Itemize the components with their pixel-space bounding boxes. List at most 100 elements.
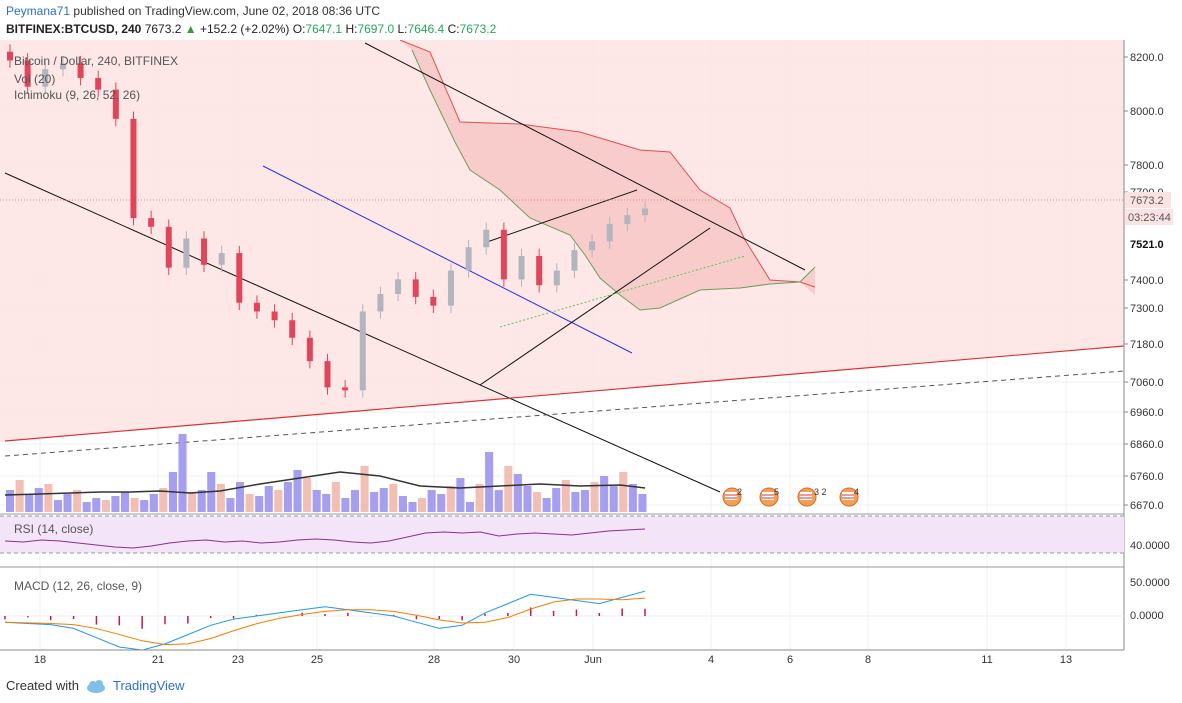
- volume-bar: [379, 488, 388, 512]
- ichimoku-price-badge: [1125, 237, 1167, 252]
- candle-body: [130, 118, 137, 219]
- event-flag-icon[interactable]: 2: [722, 487, 742, 507]
- price-tick-label: 7180.0: [1130, 339, 1164, 351]
- price-tick-label: 6860.0: [1130, 439, 1164, 451]
- volume-bar: [446, 486, 455, 512]
- blue-trend-line: [262, 165, 633, 354]
- candle-body: [553, 270, 560, 286]
- time-tick-label: 25: [311, 654, 323, 666]
- candle-body: [165, 226, 172, 268]
- volume-bar: [264, 486, 273, 512]
- ichimoku-legend[interactable]: Ichimoku (9, 26, 52, 26): [14, 88, 141, 102]
- ohlc-bar: BITFINEX:BTCUSD, 240 7673.2 ▲ +152.2 (+2…: [6, 22, 496, 36]
- volume-bar: [235, 482, 245, 512]
- candle-body: [589, 241, 596, 251]
- rsi-axis-tick: 40.0000: [1130, 540, 1170, 552]
- close-label: C:: [447, 22, 460, 36]
- event-count: 2: [737, 487, 742, 497]
- economic-events[interactable]: 2 5 3 2 4: [722, 487, 859, 507]
- cloud-edge-red: [399, 40, 816, 288]
- up-arrow-icon: ▲: [184, 22, 197, 36]
- volume-bar: [15, 480, 24, 512]
- volume-legend[interactable]: Vol (20): [14, 72, 56, 86]
- price-axis[interactable]: 8200.08000.07800.07700.07400.07300.07180…: [1124, 52, 1164, 512]
- macd-histogram: [4, 607, 646, 629]
- current-price-label: 7673.2: [1130, 195, 1164, 207]
- price-tick-label: 7060.0: [1130, 377, 1164, 389]
- candle-body: [289, 320, 296, 338]
- volume-bar: [427, 490, 436, 512]
- cloud-logo-icon: [86, 679, 105, 693]
- high-value: 7697.0: [357, 22, 395, 36]
- candle-body: [377, 293, 384, 312]
- volume-bar: [226, 498, 235, 512]
- volume-bar: [341, 498, 350, 512]
- main-legend[interactable]: Bitcoin / Dollar, 240, BITFINEX: [14, 54, 179, 68]
- candle-body: [483, 229, 490, 248]
- candle-body: [500, 229, 507, 280]
- author-link[interactable]: Peymana71: [6, 4, 71, 18]
- volume-bar: [255, 496, 264, 512]
- red-support-line: [4, 345, 1125, 442]
- volume-bar: [638, 494, 647, 512]
- volume-bar: [120, 492, 130, 512]
- volume-bar: [542, 498, 551, 512]
- candlesticks: [7, 44, 648, 398]
- event-count: 4: [854, 487, 859, 497]
- rsi-legend[interactable]: RSI (14, close): [14, 522, 94, 536]
- volume-bar: [475, 484, 484, 512]
- volume-bar: [561, 480, 570, 512]
- time-tick-label: 8: [865, 654, 871, 666]
- time-tick-label: 18: [34, 654, 46, 666]
- volume-bar: [34, 488, 43, 512]
- candle-body: [536, 256, 543, 286]
- volume-bar: [6, 490, 15, 512]
- macd-line: [4, 590, 646, 651]
- wedge-upper-line: [486, 189, 638, 243]
- price-tick-label: 6760.0: [1130, 471, 1164, 483]
- open-label: O:: [292, 22, 306, 36]
- volume-bar: [456, 478, 465, 512]
- event-count: 5: [774, 487, 779, 497]
- time-tick-label: 11: [981, 654, 992, 666]
- time-tick-label: 21: [152, 654, 164, 666]
- publish-info: Peymana71 published on TradingView.com, …: [6, 4, 380, 18]
- volume-bar: [293, 470, 302, 512]
- macd-legend[interactable]: MACD (12, 26, close, 9): [14, 579, 143, 593]
- countdown-label: 03:23:44: [1128, 212, 1171, 224]
- volume-bar: [609, 486, 618, 512]
- volume-bar: [178, 434, 187, 512]
- time-tick-label: 13: [1060, 654, 1072, 666]
- time-tick-label: 6: [787, 654, 793, 666]
- chart-canvas[interactable]: 8200.08000.07800.07700.07400.07300.07180…: [0, 40, 1182, 670]
- volume-bar: [465, 502, 475, 512]
- dashed-support-line: [4, 370, 1125, 457]
- candle-body: [359, 311, 366, 391]
- volume-ma-line: [4, 471, 646, 496]
- volume-bar: [619, 472, 628, 512]
- event-flag-icon[interactable]: 5: [759, 487, 779, 507]
- volume-bar: [303, 478, 312, 512]
- time-axis[interactable]: 18 21 23 25 28 30 Jun 4 6 8 11 13: [34, 654, 1072, 666]
- tradingview-link[interactable]: TradingView: [112, 678, 185, 693]
- candle-body: [395, 279, 402, 294]
- time-tick-label: 4: [708, 654, 714, 666]
- cloud-edge-green: [411, 49, 816, 311]
- candle-body: [447, 270, 454, 306]
- volume-bar: [197, 490, 206, 512]
- event-flag-icon[interactable]: 4: [839, 487, 859, 507]
- volume-bar: [580, 490, 590, 512]
- volume-bar: [370, 492, 379, 512]
- event-flag-icon[interactable]: 3 2: [797, 487, 827, 507]
- volume-bar: [63, 494, 72, 512]
- published-text: published on TradingView.com, June 02, 2…: [73, 4, 381, 18]
- volume-bar: [44, 484, 53, 512]
- candle-body: [112, 89, 119, 119]
- last-price: 7673.2: [144, 22, 182, 36]
- price-tick-label: 8200.0: [1130, 52, 1164, 64]
- time-tick-label: 23: [232, 654, 244, 666]
- wedge-lower-line: [479, 227, 711, 386]
- volume-bar: [513, 474, 522, 512]
- price-tick-label: 8000.0: [1130, 106, 1164, 118]
- price-tick-label: 6670.0: [1130, 500, 1164, 512]
